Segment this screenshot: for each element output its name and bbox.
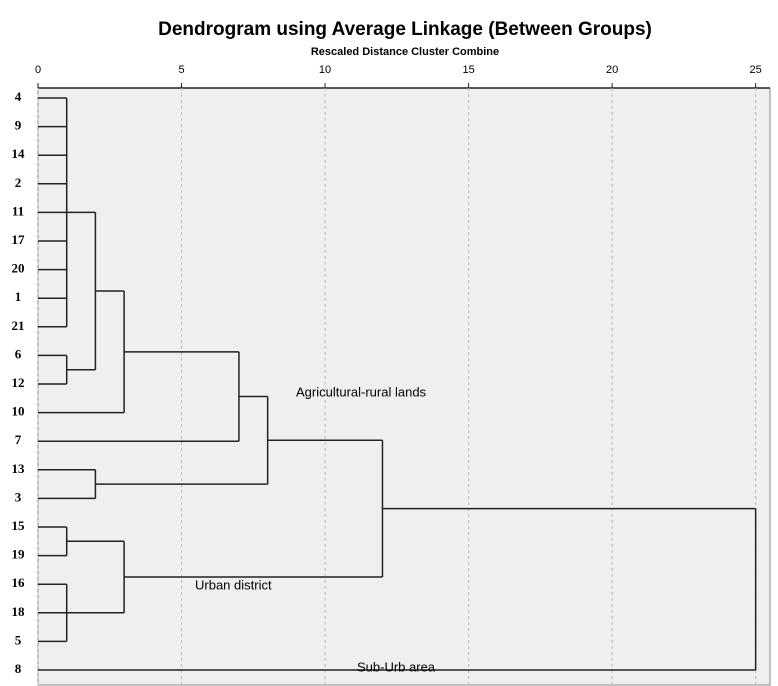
leaf-label: 19 xyxy=(12,547,26,562)
x-tick-label: 15 xyxy=(462,64,474,76)
leaf-label: 5 xyxy=(15,632,22,647)
leaf-label: 13 xyxy=(12,461,26,476)
leaf-label: 8 xyxy=(15,661,22,676)
leaf-label: 15 xyxy=(12,518,26,533)
leaf-label: 7 xyxy=(15,432,22,447)
annotation: Agricultural-rural lands xyxy=(296,384,427,399)
leaf-label: 10 xyxy=(12,404,25,419)
x-tick-label: 10 xyxy=(319,64,331,76)
leaf-label: 14 xyxy=(12,146,26,161)
x-axis-label: Rescaled Distance Cluster Combine xyxy=(311,46,499,58)
x-tick-label: 5 xyxy=(178,64,184,76)
x-tick-label: 20 xyxy=(606,64,618,76)
plot-area xyxy=(37,87,771,686)
leaf-label: 18 xyxy=(12,604,26,619)
leaf-label: 21 xyxy=(12,318,25,333)
leaf-label: 9 xyxy=(15,118,22,133)
chart-title: Dendrogram using Average Linkage (Betwee… xyxy=(158,19,652,40)
x-tick-label: 25 xyxy=(750,64,762,76)
annotation: Urban district xyxy=(195,577,272,592)
leaf-label: 16 xyxy=(12,575,26,590)
leaf-label: 3 xyxy=(15,489,22,504)
x-tick-label: 0 xyxy=(35,64,41,76)
leaf-label: 20 xyxy=(12,261,25,276)
leaf-label: 1 xyxy=(15,289,22,304)
leaf-label: 17 xyxy=(12,232,26,247)
annotation: Sub-Urb area xyxy=(357,659,436,674)
leaf-label: 2 xyxy=(15,175,22,190)
leaf-label: 12 xyxy=(12,375,25,390)
leaf-label: 6 xyxy=(15,346,22,361)
leaf-label: 4 xyxy=(15,89,22,104)
leaf-label: 11 xyxy=(12,203,24,218)
